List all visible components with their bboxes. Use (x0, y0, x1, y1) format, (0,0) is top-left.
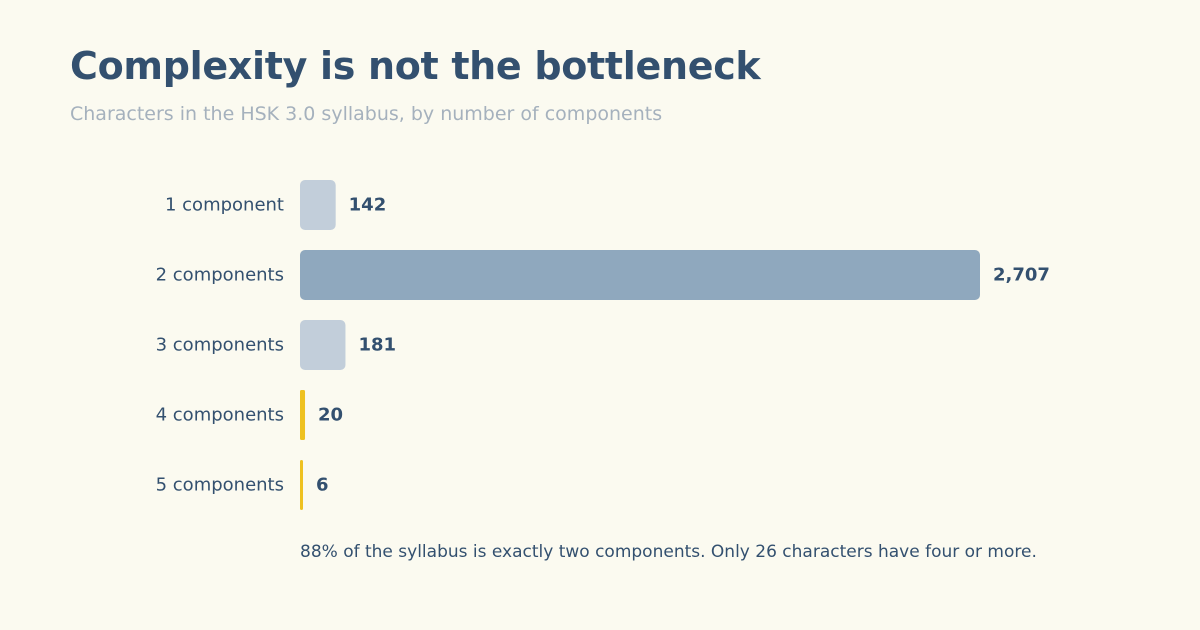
value-label-4: 20 (318, 405, 343, 426)
category-label-2: 2 components (156, 265, 284, 286)
bar-4 (300, 390, 306, 440)
category-label-5: 5 components (156, 475, 284, 496)
bar-2 (300, 250, 980, 300)
bar-5 (300, 460, 303, 510)
value-label-1: 142 (349, 195, 387, 216)
value-label-5: 6 (316, 475, 329, 496)
chart-subtitle: Characters in the HSK 3.0 syllabus, by n… (70, 103, 663, 125)
bar-3 (300, 320, 346, 370)
category-label-4: 4 components (156, 405, 284, 426)
category-label-1: 1 component (165, 195, 284, 216)
chart-footnote: 88% of the syllabus is exactly two compo… (300, 542, 1037, 562)
bar-1 (300, 180, 336, 230)
value-label-3: 181 (358, 335, 396, 356)
chart-title: Complexity is not the bottleneck (70, 44, 761, 88)
value-label-2: 2,707 (993, 265, 1050, 286)
category-label-3: 3 components (156, 335, 284, 356)
